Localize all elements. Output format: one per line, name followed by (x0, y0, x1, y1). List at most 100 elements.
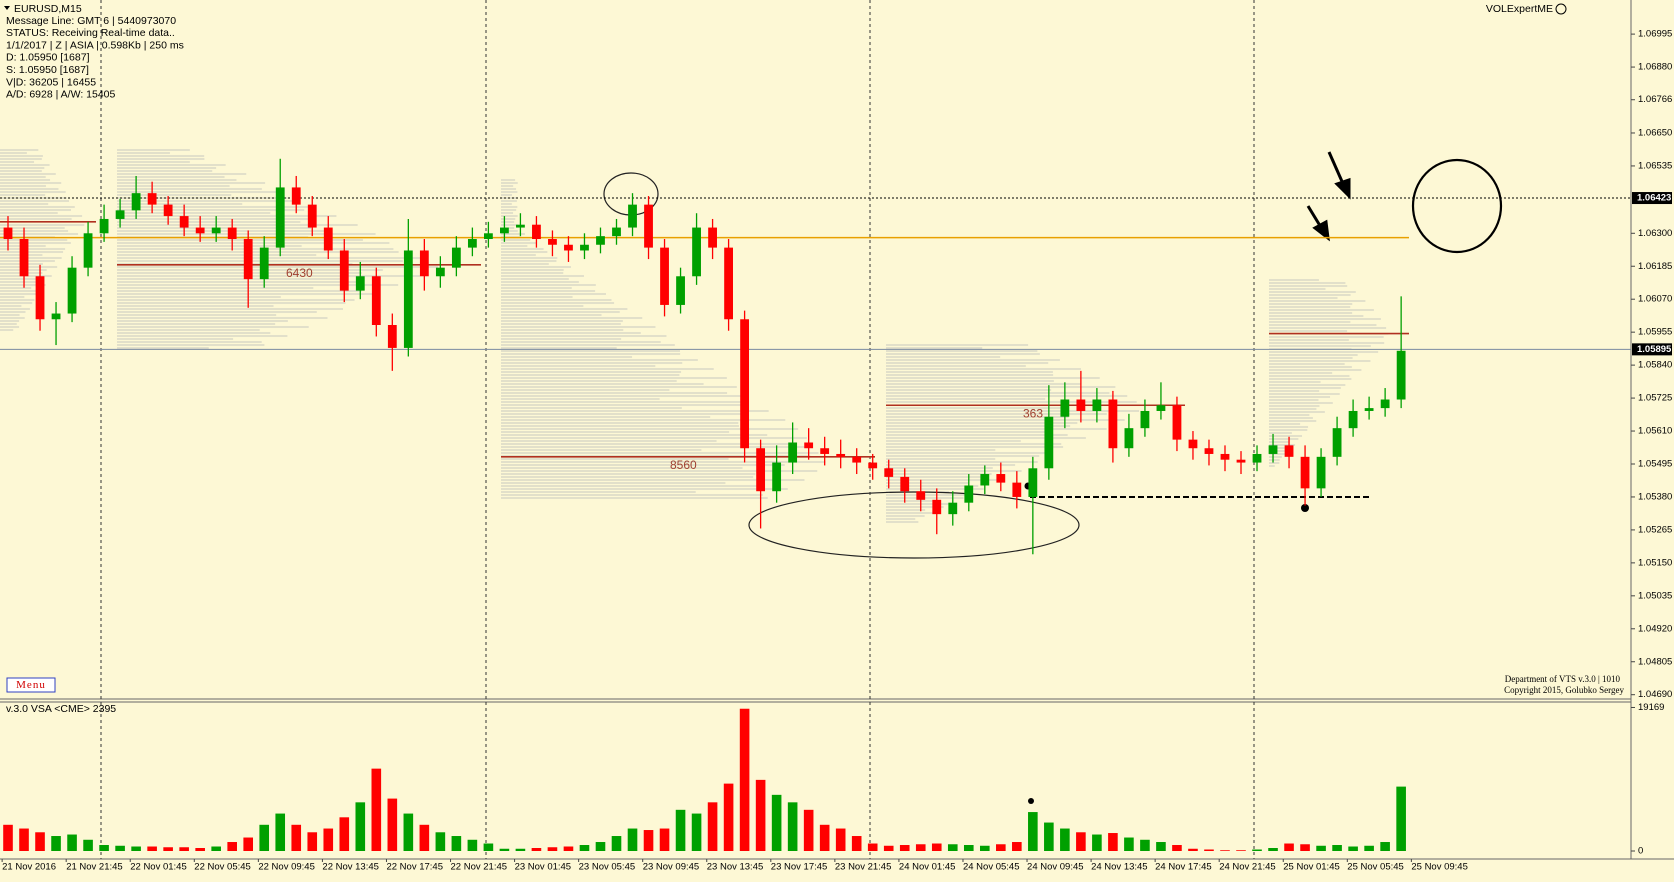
volume-bar (595, 842, 606, 851)
candle-body (1268, 445, 1278, 454)
y-tick-label: 1.06300 (1638, 228, 1672, 239)
y-tick-label: 1.05035 (1638, 590, 1672, 601)
y-tick-label: 1.05610 (1638, 426, 1672, 437)
volume-bar (803, 809, 814, 851)
volume-tick-label: 0 (1638, 846, 1643, 857)
candle-body (1380, 399, 1390, 409)
candle-body (387, 324, 397, 348)
candle-body (772, 462, 782, 492)
candle-body (1252, 453, 1262, 463)
candle-body (708, 227, 717, 248)
volume-bar (1284, 843, 1294, 851)
candle-body (916, 491, 926, 500)
volume-bar (99, 845, 109, 851)
volume-profiles: 6430 8560 363 (0, 149, 1409, 523)
volume-bar (723, 783, 734, 851)
symbol: EURUSD,M15 (14, 3, 82, 15)
volume-bar (19, 828, 29, 851)
footer-line: Department of VTS v.3.0 | 1010 (1505, 674, 1621, 684)
candle-body (1060, 399, 1070, 417)
volume-bar (1092, 834, 1102, 851)
candle-body (323, 227, 333, 251)
candle-body (1012, 482, 1022, 497)
volume-bar (259, 824, 270, 851)
candle-body (419, 250, 429, 277)
volume-bar (1204, 849, 1214, 851)
y-tick-label: 1.05150 (1638, 557, 1672, 568)
candle-body (1236, 459, 1246, 463)
volume-bar (323, 828, 334, 851)
volume-bar (611, 836, 622, 851)
x-tick-label: 23 Nov 17:45 (771, 862, 828, 873)
y-tick-label: 1.05495 (1638, 459, 1672, 470)
x-tick-label: 21 Nov 21:45 (66, 862, 123, 873)
y-tick-label: 1.06535 (1638, 160, 1672, 171)
info-line: V|D: 36205 | 16455 (6, 76, 96, 88)
candle-body (1140, 410, 1150, 429)
candle-body (1220, 453, 1230, 460)
volume-bar (1236, 850, 1246, 851)
candle-body (115, 210, 125, 219)
candle-body (467, 239, 477, 248)
day-separators (100, 0, 1255, 859)
volume-bar (243, 837, 254, 851)
volume-bar (115, 845, 125, 851)
candle-body (804, 442, 814, 449)
candle-body (548, 239, 557, 245)
candle-body (1300, 456, 1310, 489)
candle-body (51, 313, 61, 320)
volume-bar (1156, 842, 1166, 851)
y-tick-label: 1.04920 (1638, 623, 1672, 634)
candle-body (1284, 445, 1294, 457)
candle-body (692, 227, 701, 277)
volume-bar (515, 848, 526, 851)
candle-body (820, 448, 830, 454)
volume-pane-title: v.3.0 VSA <CME> 2395 (6, 703, 116, 715)
candle-body (371, 276, 381, 325)
candle-body (612, 227, 621, 237)
candle-body (996, 474, 1006, 483)
candle-body (532, 224, 541, 240)
menu-button[interactable] (6, 677, 56, 693)
volume-bar (691, 813, 702, 851)
volume-bar (211, 846, 221, 851)
volume-bar (867, 843, 878, 851)
close-icon[interactable] (1555, 3, 1567, 15)
volume-bar (947, 844, 958, 851)
profile-volume-label: 363 (1023, 406, 1043, 420)
volume-bar (339, 817, 350, 851)
volume-bar (675, 809, 686, 851)
candle-body (35, 276, 45, 320)
x-tick-label: 23 Nov 21:45 (835, 862, 892, 873)
volume-bar (275, 813, 286, 851)
candle-body (19, 239, 29, 277)
x-tick-label: 23 Nov 13:45 (707, 862, 764, 873)
menu-label[interactable]: Menu (16, 679, 46, 691)
volume-bar (579, 845, 590, 851)
volume-bar (499, 848, 510, 851)
volume-bar (627, 828, 638, 851)
x-tick-label: 24 Nov 21:45 (1219, 862, 1276, 873)
price-level-label: 1.06423 (1637, 193, 1671, 204)
volume-bar (1076, 832, 1086, 851)
candle-body (243, 239, 253, 280)
volume-bar (1012, 842, 1022, 851)
candle-body (932, 499, 942, 515)
volume-bar (1028, 812, 1038, 851)
volume-bar (1140, 839, 1150, 851)
volume-bar (963, 845, 974, 851)
candle-body (227, 227, 237, 240)
x-tick-label: 25 Nov 01:45 (1283, 862, 1340, 873)
info-lines: Message Line: GMT 6 | 5440973070STATUS: … (6, 15, 184, 101)
volume-bar (227, 842, 237, 851)
candle-body (852, 456, 862, 463)
candle-body (1044, 416, 1054, 469)
x-tick-label: 24 Nov 05:45 (963, 862, 1020, 873)
candle-body (451, 247, 461, 268)
volume-bar (1044, 822, 1054, 851)
candle-body (596, 236, 605, 245)
candle-body (676, 276, 685, 305)
candle-body (788, 442, 798, 463)
volume-bar (195, 848, 205, 851)
y-tick-label: 1.06650 (1638, 127, 1672, 138)
